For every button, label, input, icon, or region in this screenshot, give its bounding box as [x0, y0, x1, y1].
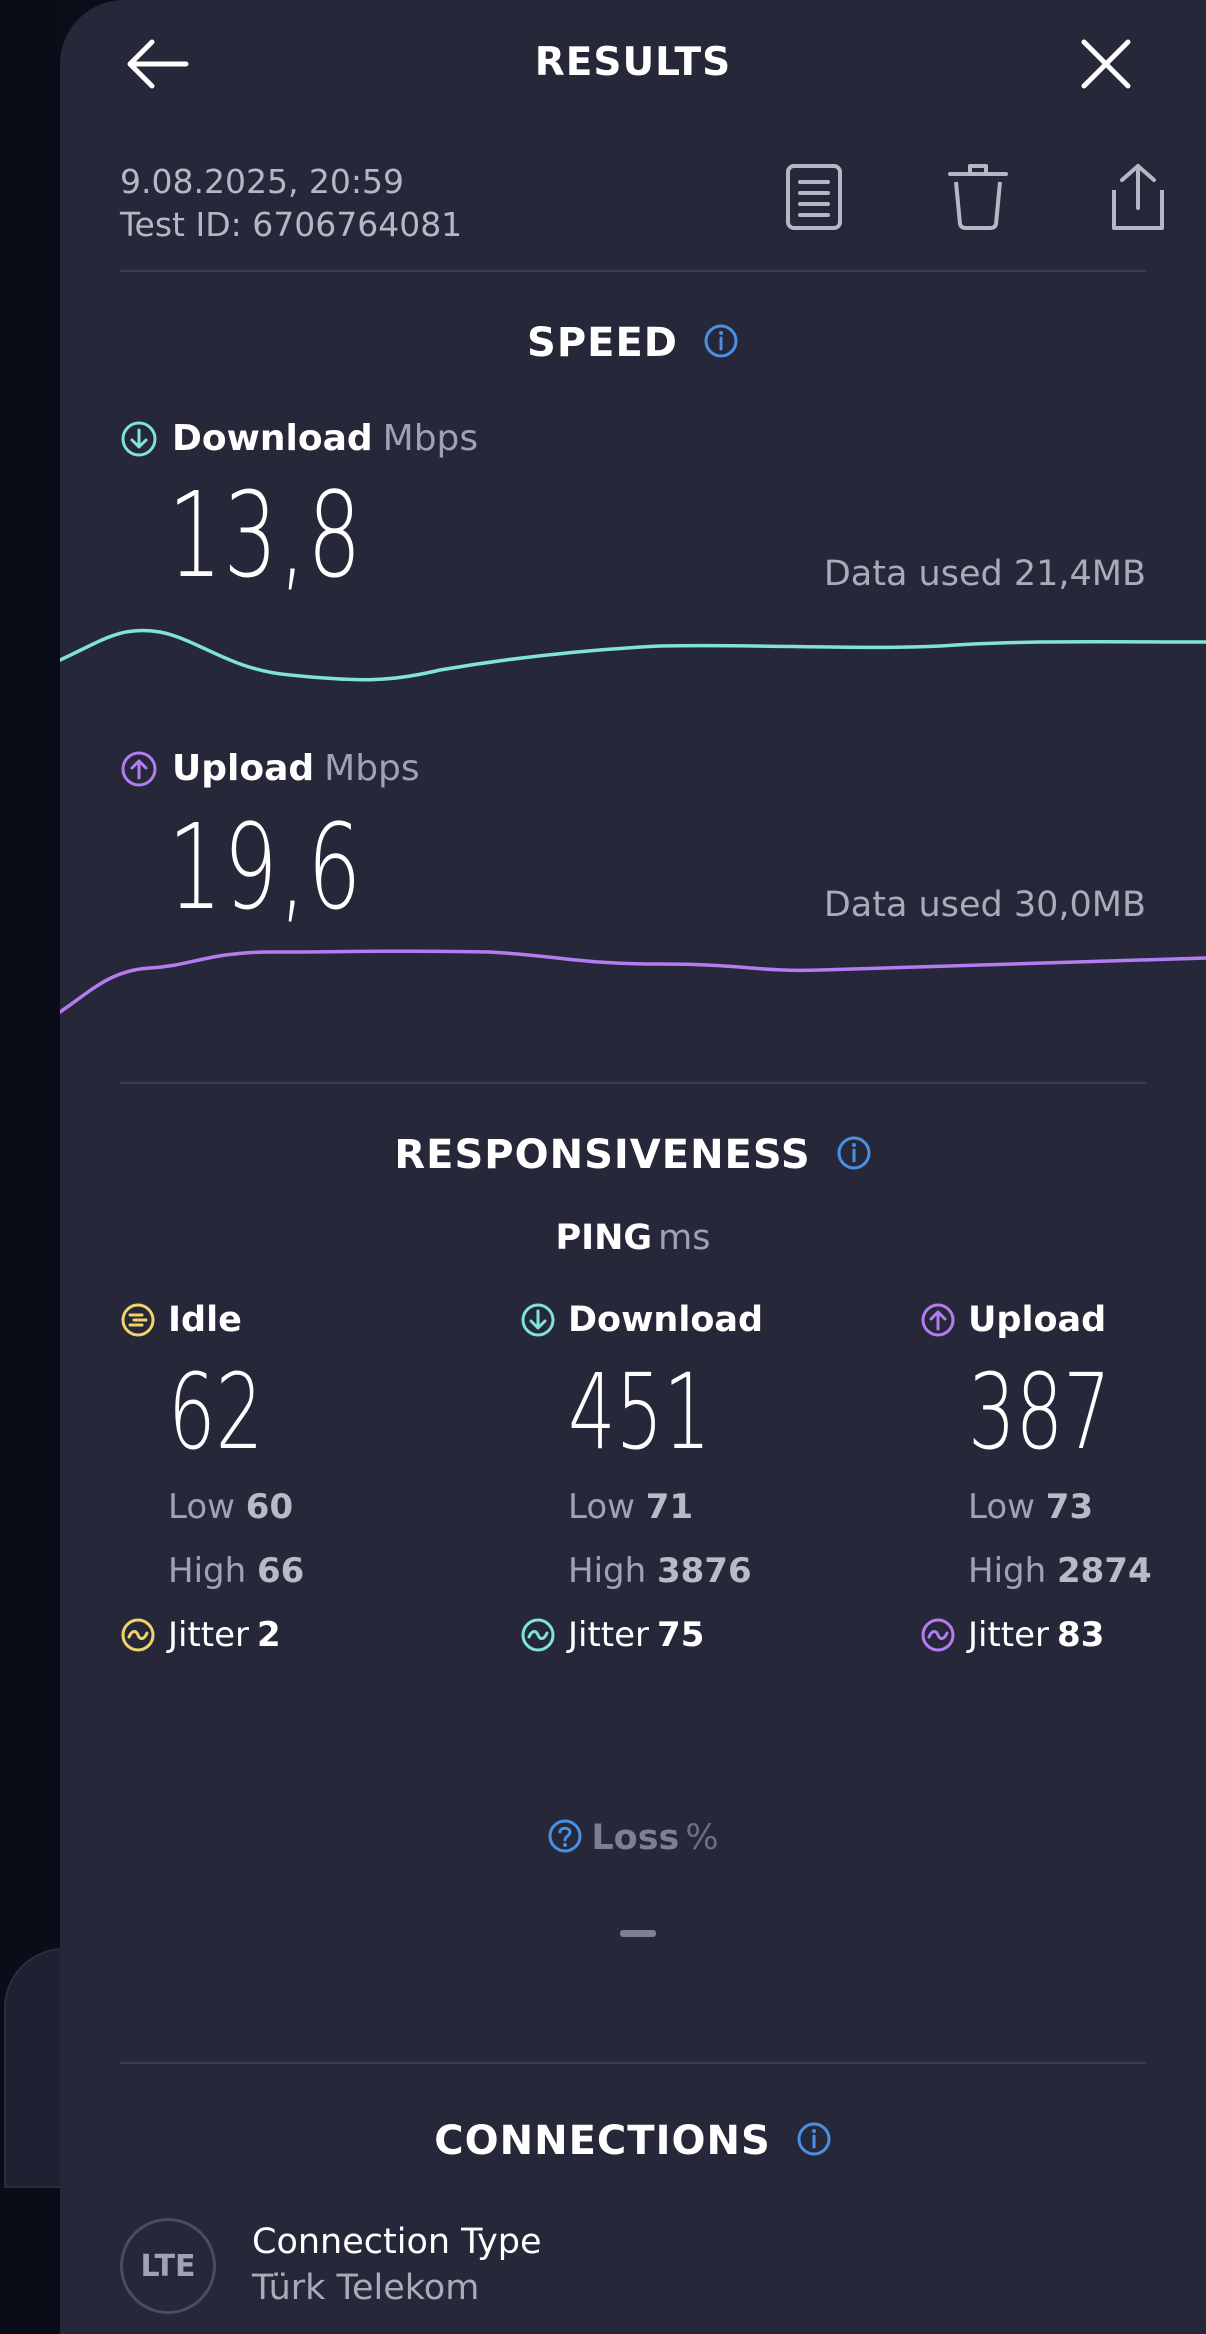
delete-button[interactable] [946, 162, 1010, 232]
ping-idle-column: Idle 62 Low 60 High 66 Jitter 2 [120, 1300, 450, 1680]
trash-icon [948, 164, 1008, 230]
idle-header: Idle [120, 1300, 242, 1340]
speed-divider [120, 1082, 1146, 1084]
idle-high-value: 66 [256, 1551, 305, 1591]
speed-section-title: SPEED [60, 320, 1206, 366]
connection-type-label: Connection Type [252, 2222, 542, 2262]
download-arrow-icon [121, 421, 157, 456]
ping-download-column: Download 451 Low 71 High 3876 Jitter 75 [520, 1300, 850, 1680]
upload-jitter: Jitter 83 [920, 1615, 1104, 1655]
lte-badge: LTE [120, 2218, 216, 2314]
connection-provider: Türk Telekom [252, 2268, 480, 2308]
download-speed-value: 13,8 [168, 466, 363, 604]
results-sheet: RESULTS 9.08.2025, 20:59 Test ID: 670676… [60, 0, 1206, 2334]
upload-high-label: High [968, 1551, 1047, 1591]
upload-ping-low: Low 73 [968, 1487, 1093, 1527]
idle-ping-value: 62 [168, 1351, 264, 1473]
upload-ping-value: 387 [968, 1351, 1111, 1473]
idle-jitter: Jitter 2 [120, 1615, 281, 1655]
upload-unit: Mbps [324, 748, 420, 789]
download-high-label: High [568, 1551, 647, 1591]
idle-icon [121, 1303, 155, 1337]
idle-high-label: High [168, 1551, 247, 1591]
upload-ping-label: Upload [968, 1300, 1107, 1340]
ping-label: PING [555, 1218, 653, 1258]
upload-data-used: Data used 30,0MB [823, 885, 1146, 925]
ping-unit: ms [658, 1218, 711, 1258]
download-arrow-icon [521, 1303, 555, 1337]
download-unit: Mbps [382, 418, 479, 459]
download-low-label: Low [568, 1487, 635, 1527]
download-data-used: Data used 21,4MB [823, 554, 1146, 594]
page-title: RESULTS [534, 40, 732, 85]
help-icon[interactable] [547, 1818, 583, 1854]
connections-section-title: CONNECTIONS [60, 2118, 1206, 2164]
download-low-value: 71 [645, 1487, 694, 1527]
document-icon [786, 164, 842, 230]
upload-arrow-icon [921, 1303, 955, 1337]
back-button[interactable] [124, 36, 190, 92]
jitter-icon [521, 1618, 555, 1652]
close-button[interactable] [1078, 36, 1134, 92]
download-ping-label: Download [568, 1300, 764, 1340]
upload-ping-header: Upload [920, 1300, 1106, 1340]
results-details-button[interactable] [782, 162, 846, 232]
upload-arrow-icon [121, 751, 157, 786]
upload-label-text: Upload [172, 748, 315, 789]
idle-jitter-value: 2 [257, 1615, 281, 1655]
download-high-value: 3876 [656, 1551, 752, 1591]
test-id: Test ID: 6706764081 [120, 205, 463, 244]
upload-speed-value: 19,6 [168, 798, 363, 936]
loss-label: Loss% [60, 1818, 1206, 1858]
download-jitter-label: Jitter [568, 1615, 650, 1655]
responsiveness-title-text: RESPONSIVENESS [394, 1132, 811, 1178]
share-button[interactable] [1106, 162, 1170, 232]
background-app [0, 0, 60, 2334]
download-label-text: Download [172, 418, 373, 459]
upload-low-label: Low [968, 1487, 1035, 1527]
upload-ping-high: High 2874 [968, 1551, 1152, 1591]
info-icon[interactable] [703, 323, 739, 359]
idle-jitter-label: Jitter [168, 1615, 250, 1655]
loss-label-text: Loss [591, 1818, 680, 1858]
jitter-icon [121, 1618, 155, 1652]
idle-low-value: 60 [245, 1487, 294, 1527]
upload-jitter-value: 83 [1057, 1615, 1105, 1655]
idle-low-label: Low [168, 1487, 235, 1527]
upload-low-value: 73 [1045, 1487, 1094, 1527]
ping-upload-column: Upload 387 Low 73 High 2874 Jitter 83 [920, 1300, 1206, 1680]
loss-unit: % [685, 1818, 719, 1858]
connections-title-text: CONNECTIONS [434, 2118, 771, 2164]
download-jitter-value: 75 [657, 1615, 705, 1655]
download-ping-low: Low 71 [568, 1487, 693, 1527]
test-date: 9.08.2025, 20:59 [120, 162, 405, 201]
jitter-icon [921, 1618, 955, 1652]
speed-title-text: SPEED [527, 320, 679, 366]
ping-title: PING ms [60, 1218, 1206, 1258]
share-icon [1112, 164, 1164, 230]
responsiveness-divider [120, 2062, 1146, 2064]
upload-speed-graph [60, 949, 1206, 1014]
download-jitter: Jitter 75 [520, 1615, 704, 1655]
download-speed-graph [60, 628, 1206, 682]
idle-low: Low 60 [168, 1487, 293, 1527]
info-icon[interactable] [796, 2121, 832, 2157]
download-ping-header: Download [520, 1300, 763, 1340]
upload-speed-label: Upload Mbps [120, 748, 420, 789]
info-icon[interactable] [836, 1135, 872, 1171]
idle-label: Idle [168, 1300, 242, 1340]
arrow-left-icon [127, 39, 189, 89]
close-icon [1081, 39, 1131, 89]
download-ping-high: High 3876 [568, 1551, 752, 1591]
upload-jitter-label: Jitter [968, 1615, 1050, 1655]
responsiveness-section-title: RESPONSIVENESS [60, 1132, 1206, 1178]
header-divider [120, 270, 1146, 272]
idle-high: High 66 [168, 1551, 304, 1591]
download-speed-label: Download Mbps [120, 418, 478, 459]
upload-high-value: 2874 [1056, 1551, 1152, 1591]
loss-value-dash [620, 1930, 656, 1937]
download-ping-value: 451 [568, 1351, 711, 1473]
